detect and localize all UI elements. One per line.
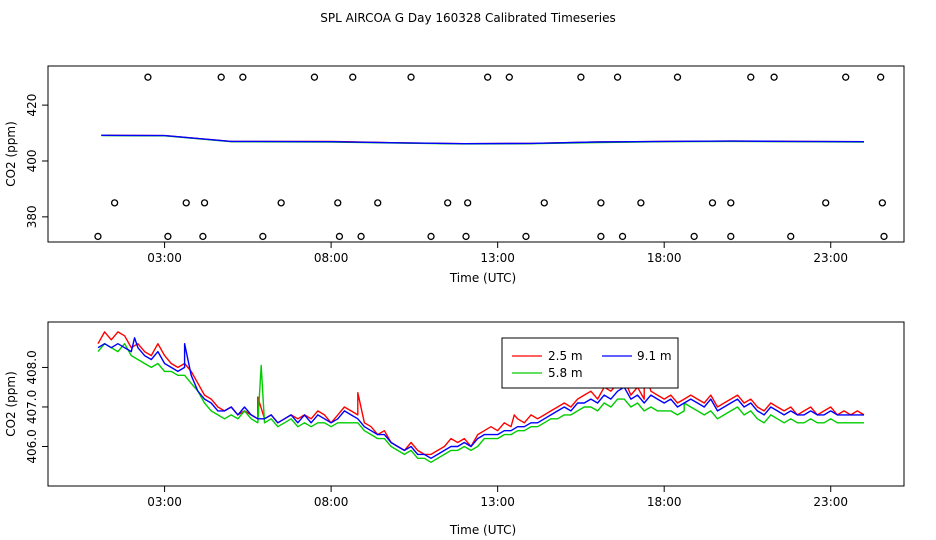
bottom-x-tick-label: 18:00 — [647, 495, 682, 509]
top-circle-markers — [94, 73, 888, 241]
top-marker-point — [880, 232, 888, 241]
top-marker-point — [747, 73, 755, 81]
top-x-tick-label: 13:00 — [480, 251, 515, 265]
top-series-line-2 — [101, 134, 865, 145]
top-marker-point — [144, 73, 152, 81]
legend-label-2-5m: 2.5 m — [548, 349, 583, 363]
top-marker-point — [613, 73, 622, 81]
top-marker-point — [708, 199, 717, 207]
top-marker-point — [770, 73, 778, 81]
top-marker-point — [484, 73, 492, 81]
top-marker-point — [690, 232, 698, 241]
top-x-tick-label: 08:00 — [314, 251, 349, 265]
top-marker-point — [522, 232, 530, 241]
bottom-x-axis: 03:00 08:00 13:00 18:00 23:00 — [147, 486, 848, 509]
chart-title: SPL AIRCOA G Day 160328 Calibrated Times… — [320, 11, 615, 25]
top-marker-point — [239, 73, 247, 81]
legend: 2.5 m 9.1 m 5.8 m — [501, 337, 679, 389]
top-x-tick-label: 18:00 — [647, 251, 682, 265]
top-marker-point — [310, 73, 319, 81]
top-marker-point — [94, 232, 102, 241]
top-marker-point — [540, 199, 548, 207]
top-marker-point — [877, 73, 885, 81]
top-marker-point — [842, 73, 850, 81]
top-panel: 03:00 08:00 13:00 18:00 23:00 380 400 420 Time… — [4, 65, 905, 285]
bottom-x-tick-label: 13:00 — [480, 495, 515, 509]
top-y-tick-label: 400 — [25, 150, 39, 173]
top-marker-point — [878, 199, 887, 207]
top-x-tick-label: 03:00 — [147, 251, 182, 265]
top-marker-point — [727, 232, 735, 241]
top-y-axis-label: CO2 (ppm) — [4, 121, 18, 187]
top-marker-point — [182, 199, 190, 207]
top-x-axis-label: Time (UTC) — [449, 271, 516, 285]
top-plot-frame — [47, 65, 905, 243]
top-y-tick-label: 420 — [25, 94, 39, 117]
bottom-series-line-1 — [97, 343, 864, 463]
bottom-x-tick-label: 03:00 — [147, 495, 182, 509]
top-marker-point — [349, 73, 357, 81]
bottom-y-tick-label: 408.0 — [25, 350, 39, 384]
top-y-axis: 380 400 420 — [25, 94, 48, 228]
bottom-plot-frame — [47, 321, 905, 487]
top-series-lines — [101, 134, 865, 145]
top-marker-point — [464, 199, 472, 207]
top-marker-point — [200, 199, 209, 207]
top-marker-point — [577, 73, 585, 81]
top-marker-point — [199, 232, 207, 241]
top-marker-point — [277, 199, 285, 207]
top-marker-point — [164, 232, 172, 241]
top-x-axis: 03:00 08:00 13:00 18:00 23:00 — [147, 242, 848, 265]
bottom-y-tick-label: 406.0 — [25, 429, 39, 463]
top-marker-point — [597, 232, 605, 241]
bottom-x-axis-label: Time (UTC) — [449, 523, 516, 537]
top-marker-point — [110, 199, 119, 207]
top-marker-point — [407, 73, 415, 81]
top-marker-point — [787, 232, 795, 241]
legend-label-5-8m: 5.8 m — [548, 366, 583, 380]
top-marker-point — [427, 232, 435, 241]
top-marker-point — [335, 232, 344, 241]
top-marker-point — [673, 73, 682, 81]
top-marker-point — [618, 232, 627, 241]
top-marker-point — [505, 73, 513, 81]
top-marker-point — [597, 199, 605, 207]
top-marker-point — [259, 232, 267, 241]
top-marker-point — [217, 73, 225, 81]
top-x-tick-label: 23:00 — [813, 251, 848, 265]
bottom-y-axis: 406.0 407.0 408.0 — [25, 350, 48, 464]
top-marker-point — [462, 232, 470, 241]
legend-box — [501, 337, 679, 389]
top-marker-point — [822, 199, 830, 207]
bottom-x-tick-label: 08:00 — [314, 495, 349, 509]
bottom-x-tick-label: 23:00 — [813, 495, 848, 509]
bottom-panel: 03:00 08:00 13:00 18:00 23:00 406.0 407.0 408.… — [4, 321, 905, 537]
top-marker-point — [444, 199, 452, 207]
top-marker-point — [357, 232, 365, 241]
top-marker-point — [727, 199, 735, 207]
top-marker-point — [334, 199, 342, 207]
top-marker-point — [374, 199, 382, 207]
top-marker-point — [637, 199, 645, 207]
bottom-series-line-2 — [97, 337, 864, 459]
bottom-series-lines — [97, 331, 865, 463]
top-y-tick-label: 380 — [25, 205, 39, 228]
bottom-y-axis-label: CO2 (ppm) — [4, 371, 18, 437]
legend-label-9-1m: 9.1 m — [637, 349, 672, 363]
bottom-y-tick-label: 407.0 — [25, 390, 39, 424]
